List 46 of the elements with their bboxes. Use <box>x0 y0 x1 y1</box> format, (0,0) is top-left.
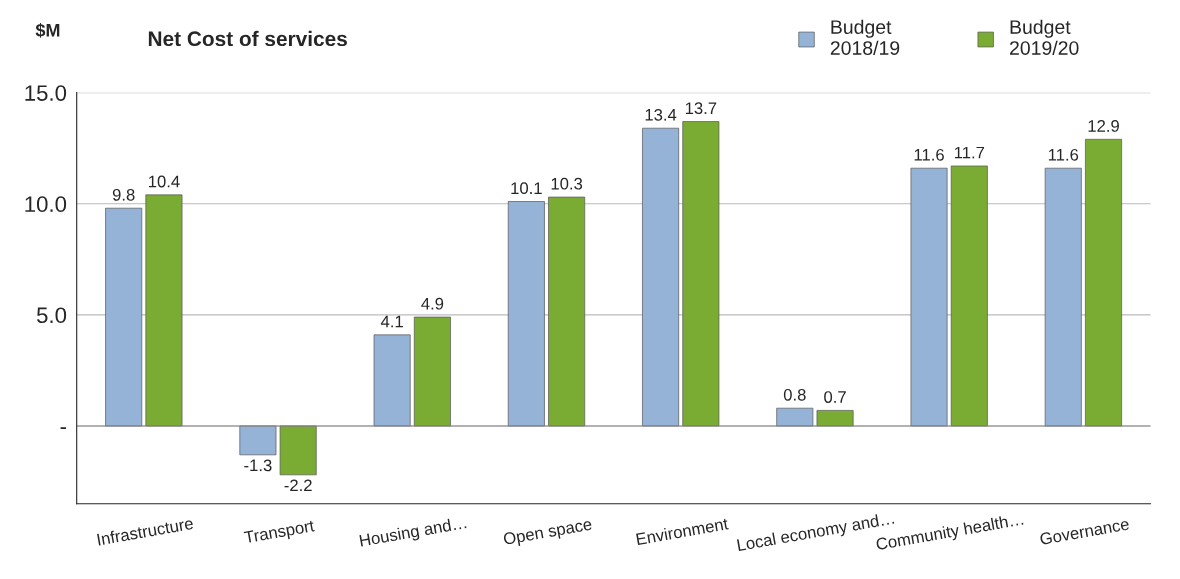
x-tick-label: Housing and… <box>359 516 468 550</box>
y-axis-title: $M <box>35 23 60 38</box>
bar <box>145 194 183 427</box>
data-label: 13.4 <box>645 108 677 121</box>
y-tick-label: - <box>60 427 66 429</box>
bar <box>413 316 451 427</box>
data-label: 9.8 <box>112 188 135 201</box>
data-label: -1.3 <box>244 459 272 472</box>
bar <box>682 121 720 427</box>
data-label: 12.9 <box>1088 120 1119 132</box>
bar <box>642 127 680 427</box>
x-tick-label: Open space <box>503 518 593 549</box>
data-label: 0.7 <box>824 391 846 403</box>
bar <box>548 196 586 427</box>
bar <box>507 201 545 427</box>
data-label: 11.7 <box>954 146 985 159</box>
chart-title: Net Cost of services <box>148 30 347 47</box>
bar <box>373 334 411 427</box>
y-tick-label: 15.0 <box>25 85 67 101</box>
bar <box>1044 167 1082 427</box>
x-tick-label: Governance <box>1039 517 1130 546</box>
data-label: 11.6 <box>914 148 944 161</box>
data-label: -2.2 <box>284 479 312 492</box>
bar <box>239 425 277 456</box>
x-tick-label: Transport <box>243 519 316 547</box>
y-tick-label: 10.0 <box>25 196 67 213</box>
legend-label: Budget 2018/19 <box>830 19 900 55</box>
bar <box>816 410 854 427</box>
x-tick-label: Environment <box>635 517 729 546</box>
bar <box>776 407 814 427</box>
legend-label: Budget 2019/20 <box>1010 19 1079 55</box>
bar <box>105 207 143 427</box>
x-tick-label: Infrastructure <box>96 516 194 546</box>
bar <box>1085 138 1122 427</box>
data-label: 10.4 <box>149 175 180 188</box>
bar <box>279 425 317 476</box>
data-label: 11.6 <box>1048 148 1079 161</box>
data-label: 4.9 <box>421 297 444 310</box>
bar <box>910 167 948 427</box>
data-label: 13.7 <box>685 102 717 115</box>
data-label: 10.3 <box>551 177 583 190</box>
data-label: 4.1 <box>380 315 403 328</box>
data-label: 0.8 <box>783 388 806 401</box>
bar <box>950 165 988 427</box>
y-tick-label: 5.0 <box>36 307 67 324</box>
data-label: 10.1 <box>511 182 542 195</box>
